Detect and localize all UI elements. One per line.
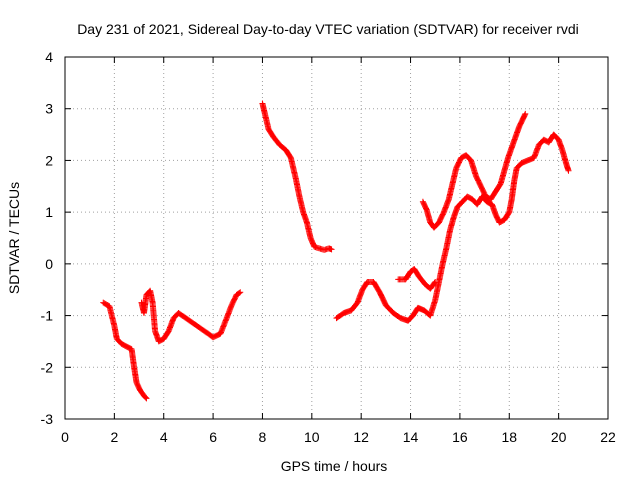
y-tick-label: 4 [45, 49, 53, 65]
x-tick-label: 10 [304, 429, 320, 445]
x-tick-label: 20 [551, 429, 567, 445]
y-tick-label: -3 [41, 411, 54, 427]
x-tick-label: 6 [209, 429, 217, 445]
series-arc5 [395, 266, 439, 292]
x-tick-label: 0 [61, 429, 69, 445]
data-point [237, 289, 244, 296]
chart-title: Day 231 of 2021, Sidereal Day-to-day VTE… [77, 21, 579, 37]
x-tick-label: 14 [403, 429, 419, 445]
y-tick-label: 0 [45, 256, 53, 272]
y-axis-label: SDTVAR / TECUs [6, 182, 22, 294]
grid [65, 57, 608, 419]
x-tick-labels: 0 2 4 6 8 10 12 14 16 18 20 22 [61, 429, 616, 445]
plot-frame [64, 56, 609, 420]
y-tick-label: 3 [45, 101, 53, 117]
data-point [328, 246, 335, 253]
data-marks [100, 100, 572, 402]
x-tick-label: 8 [259, 429, 267, 445]
x-tick-label: 16 [452, 429, 468, 445]
x-tick-label: 4 [160, 429, 168, 445]
x-tick-label: 18 [501, 429, 517, 445]
series-arc4 [333, 131, 572, 324]
x-tick-label: 2 [110, 429, 118, 445]
x-axis-label: GPS time / hours [281, 458, 388, 474]
y-tick-label: 1 [45, 204, 53, 220]
y-tick-label: -1 [41, 308, 54, 324]
series-arc6 [419, 110, 529, 231]
axis-ticks [64, 56, 609, 420]
data-point [432, 278, 439, 285]
x-tick-label: 22 [600, 429, 616, 445]
y-tick-label: 2 [45, 152, 53, 168]
data-point [431, 279, 438, 286]
series-arc3 [259, 100, 335, 253]
data-point [143, 395, 150, 402]
series-arc1 [100, 299, 150, 402]
data-point [522, 110, 529, 117]
x-tick-label: 12 [353, 429, 369, 445]
data-point [565, 167, 572, 174]
data-point [236, 289, 243, 296]
data-point [142, 394, 149, 401]
y-tick-label: -2 [41, 359, 54, 375]
series-arc2 [138, 287, 244, 345]
y-tick-labels: -3 -2 -1 0 1 2 3 4 [41, 49, 54, 427]
